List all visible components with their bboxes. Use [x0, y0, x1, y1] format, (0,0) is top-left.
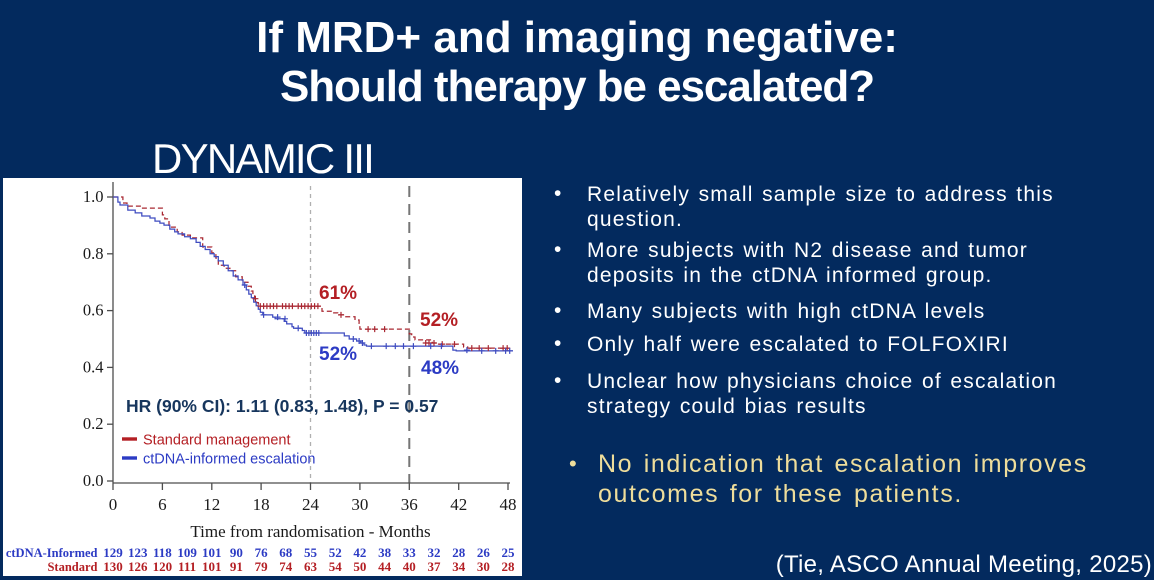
svg-text:34: 34 [452, 559, 466, 574]
svg-text:HR (90% CI): 1.11 (0.83, 1.48): HR (90% CI): 1.11 (0.83, 1.48), P = 0.57 [126, 396, 438, 416]
svg-text:Standard management: Standard management [143, 433, 291, 449]
svg-text:61%: 61% [319, 283, 357, 304]
svg-text:55: 55 [304, 545, 318, 560]
svg-text:18: 18 [253, 495, 270, 514]
svg-text:40: 40 [403, 559, 416, 574]
svg-text:101: 101 [202, 545, 222, 560]
svg-text:24: 24 [302, 495, 320, 514]
svg-text:38: 38 [378, 545, 392, 560]
svg-text:30: 30 [351, 495, 368, 514]
svg-text:0: 0 [109, 495, 118, 514]
svg-text:120: 120 [153, 559, 173, 574]
svg-text:37: 37 [428, 559, 442, 574]
svg-text:32: 32 [428, 545, 441, 560]
svg-text:42: 42 [450, 495, 467, 514]
svg-text:1.0: 1.0 [83, 187, 104, 206]
svg-text:Standard: Standard [47, 560, 97, 574]
svg-text:63: 63 [304, 559, 318, 574]
svg-text:130: 130 [103, 559, 123, 574]
svg-text:0.8: 0.8 [83, 244, 104, 263]
svg-text:Time from randomisation - Mont: Time from randomisation - Months [190, 522, 430, 541]
svg-text:48%: 48% [421, 358, 459, 379]
svg-text:74: 74 [279, 559, 293, 574]
svg-text:28: 28 [502, 559, 516, 574]
svg-text:52%: 52% [319, 344, 357, 365]
svg-text:79: 79 [255, 559, 269, 574]
svg-text:28: 28 [452, 545, 466, 560]
svg-text:30: 30 [477, 559, 490, 574]
svg-text:ctDNA-informed escalation: ctDNA-informed escalation [143, 452, 315, 468]
svg-text:54: 54 [329, 559, 343, 574]
svg-text:126: 126 [128, 559, 148, 574]
svg-text:25: 25 [502, 545, 516, 560]
svg-text:26: 26 [477, 545, 491, 560]
svg-text:12: 12 [203, 495, 220, 514]
svg-text:6: 6 [158, 495, 167, 514]
svg-text:118: 118 [153, 545, 172, 560]
svg-text:42: 42 [353, 545, 366, 560]
svg-text:68: 68 [279, 545, 293, 560]
svg-text:52%: 52% [420, 310, 458, 331]
svg-text:36: 36 [401, 495, 418, 514]
svg-text:123: 123 [128, 545, 148, 560]
svg-text:90: 90 [230, 545, 243, 560]
svg-text:111: 111 [178, 559, 196, 574]
svg-text:50: 50 [353, 559, 366, 574]
svg-text:129: 129 [103, 545, 123, 560]
svg-text:33: 33 [403, 545, 417, 560]
svg-text:0.6: 0.6 [83, 301, 104, 320]
svg-text:0.0: 0.0 [83, 471, 104, 490]
svg-text:48: 48 [500, 495, 517, 514]
svg-text:0.4: 0.4 [83, 357, 104, 376]
svg-text:76: 76 [255, 545, 269, 560]
svg-text:109: 109 [177, 545, 197, 560]
svg-text:91: 91 [230, 559, 243, 574]
svg-text:0.2: 0.2 [83, 414, 104, 433]
svg-text:ctDNA-Informed: ctDNA-Informed [6, 546, 98, 560]
svg-text:52: 52 [329, 545, 342, 560]
svg-text:44: 44 [378, 559, 392, 574]
svg-text:101: 101 [202, 559, 222, 574]
